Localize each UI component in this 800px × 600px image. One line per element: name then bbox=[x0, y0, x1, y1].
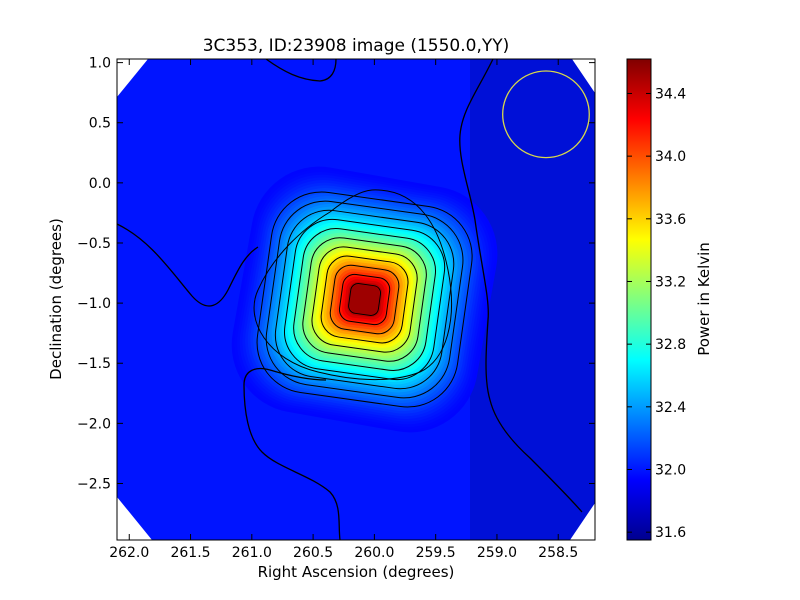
plot-frame bbox=[116, 58, 596, 541]
colorbar: 31.6 32.0 32.4 32.8 33.2 33.6 34.0 34.4 Power i… bbox=[626, 58, 713, 541]
y-tick-label: 0.5 bbox=[89, 116, 111, 132]
colorbar-tick-label: 33.2 bbox=[655, 274, 686, 290]
colorbar-ticks: 31.6 32.0 32.4 32.8 33.2 33.6 34.0 34.4 bbox=[627, 86, 686, 541]
y-tick-label: −0.5 bbox=[77, 236, 111, 252]
heatmap-image bbox=[231, 166, 498, 433]
contour-line bbox=[274, 209, 455, 390]
contour-line bbox=[329, 264, 400, 335]
x-tick-label: 262.0 bbox=[109, 545, 149, 561]
corner-blank-top-left bbox=[117, 59, 148, 97]
colorbar-tick-label: 34.0 bbox=[655, 149, 686, 165]
x-tick-label: 259.5 bbox=[416, 545, 456, 561]
colorbar-tick-label: 33.6 bbox=[655, 212, 686, 228]
colorbar-tick-label: 31.6 bbox=[655, 525, 686, 541]
contour-line bbox=[459, 59, 583, 513]
y-tick-label: 0.0 bbox=[89, 176, 111, 192]
corner-blank-top-right bbox=[572, 59, 595, 93]
contour-line bbox=[265, 200, 464, 399]
x-tick-label: 259.0 bbox=[477, 545, 517, 561]
x-tick-label: 258.5 bbox=[538, 545, 578, 561]
contour-line bbox=[256, 191, 473, 408]
contour-line bbox=[311, 246, 418, 353]
heatmap-area bbox=[117, 59, 595, 540]
colorbar-label: Power in Kelvin bbox=[695, 242, 713, 356]
chart-title: 3C353, ID:23908 image (1550.0,YY) bbox=[203, 36, 510, 56]
contour-line bbox=[348, 283, 382, 316]
contour-line bbox=[117, 223, 259, 307]
contour-line bbox=[338, 273, 391, 326]
corner-blank-bottom-left bbox=[117, 497, 152, 540]
colorbar-tick-label: 32.0 bbox=[655, 462, 686, 478]
x-axis-label: Right Ascension (degrees) bbox=[258, 563, 455, 581]
contour-line bbox=[302, 237, 427, 362]
y-tick-label: −1.5 bbox=[77, 356, 111, 372]
x-tick-label: 260.0 bbox=[354, 545, 394, 561]
x-axis: 262.0 261.5 261.0 260.5 260.0 259.5 259.0 258.5 bbox=[109, 59, 578, 561]
y-tick-label: 1.0 bbox=[89, 56, 111, 72]
y-tick-label: −1.0 bbox=[77, 296, 111, 312]
contour-line bbox=[243, 367, 341, 540]
beam-circle bbox=[502, 70, 590, 159]
contour-line bbox=[284, 218, 446, 381]
y-axis-label: Declination (degrees) bbox=[47, 218, 65, 380]
contour-line bbox=[293, 228, 436, 371]
colorbar-gradient bbox=[626, 58, 652, 541]
x-tick-label: 261.5 bbox=[170, 545, 210, 561]
colorbar-tick-label: 32.8 bbox=[655, 337, 686, 353]
x-tick-label: 261.0 bbox=[232, 545, 272, 561]
contour-line bbox=[320, 255, 409, 344]
y-axis: 1.0 0.5 0.0 −0.5 −1.0 −1.5 −2.0 −2.5 bbox=[77, 56, 595, 492]
heatmap-level bbox=[349, 284, 380, 315]
colorbar-tick-label: 32.4 bbox=[655, 400, 686, 416]
corner-blank-bottom-right bbox=[570, 503, 595, 540]
contour-group bbox=[117, 59, 583, 540]
y-tick-label: −2.0 bbox=[77, 416, 111, 432]
x-tick-label: 260.5 bbox=[293, 545, 333, 561]
contour-line bbox=[253, 189, 452, 381]
colorbar-tick-label: 34.4 bbox=[655, 86, 686, 102]
y-tick-label: −2.5 bbox=[77, 476, 111, 492]
contour-line bbox=[265, 59, 337, 82]
